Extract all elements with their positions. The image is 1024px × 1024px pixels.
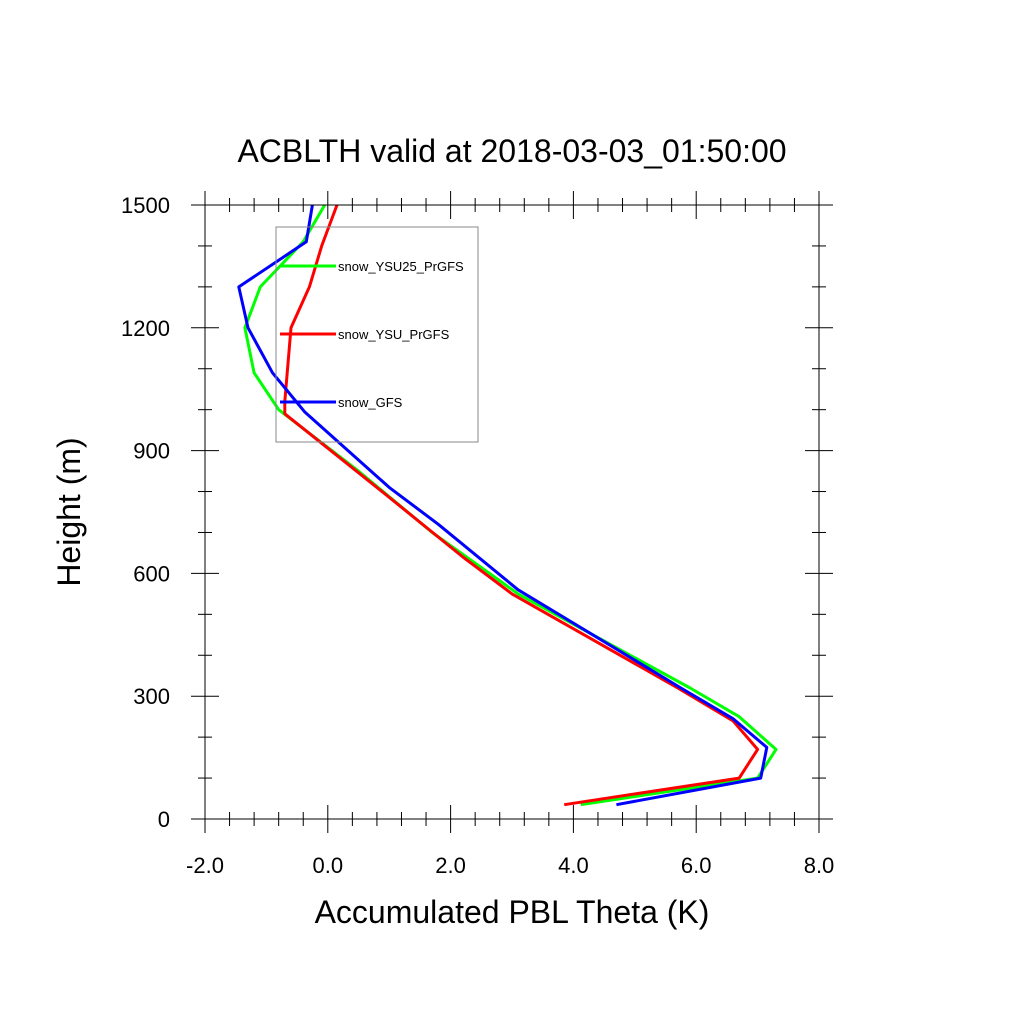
y-tick-label: 300 — [133, 684, 170, 709]
series-line-2 — [237, 204, 769, 807]
series-line-0 — [243, 204, 778, 807]
x-tick-label: 6.0 — [681, 853, 712, 878]
y-axis-title: Height (m) — [51, 437, 87, 586]
legend-label-1: snow_YSU_PrGFS — [338, 327, 450, 342]
y-tick-label: 1500 — [121, 193, 170, 218]
legend-label-0: snow_YSU25_PrGFS — [338, 259, 464, 274]
x-tick-label: 0.0 — [313, 853, 344, 878]
x-tick-label: 4.0 — [558, 853, 589, 878]
axis-ticks — [191, 191, 833, 833]
plot-frame — [204, 204, 820, 820]
x-tick-label: -2.0 — [186, 853, 224, 878]
plot-lines — [237, 204, 778, 807]
chart-title: ACBLTH valid at 2018-03-03_01:50:00 — [237, 133, 786, 169]
y-tick-label: 1200 — [121, 316, 170, 341]
y-tick-labels: 0 300 600 900 1200 1500 — [121, 193, 170, 832]
legend: snow_YSU25_PrGFS snow_YSU_PrGFS snow_GFS — [275, 226, 479, 443]
legend-items: snow_YSU25_PrGFS snow_YSU_PrGFS snow_GFS — [280, 259, 464, 410]
x-axis-title: Accumulated PBL Theta (K) — [315, 894, 710, 930]
series-line-1 — [283, 204, 760, 807]
x-tick-label: 8.0 — [804, 853, 835, 878]
y-tick-label: 0 — [158, 807, 170, 832]
x-tick-label: 2.0 — [435, 853, 466, 878]
x-tick-labels: -2.0 0.0 2.0 4.0 6.0 8.0 — [186, 853, 834, 878]
legend-label-2: snow_GFS — [338, 395, 403, 410]
y-tick-label: 600 — [133, 561, 170, 586]
legend-box — [275, 226, 479, 443]
y-tick-label: 900 — [133, 439, 170, 464]
